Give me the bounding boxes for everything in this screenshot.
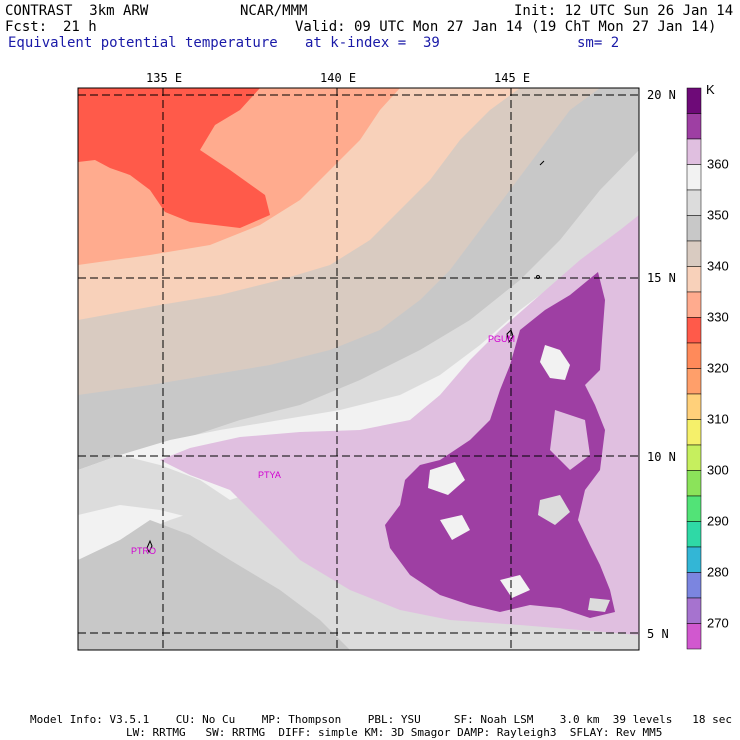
band-360-patch [550,410,590,470]
colorbar-label: 360 [707,157,729,172]
y-tick-label: 15 N [647,271,676,285]
colorbar-swatch-270 [686,623,702,650]
footer-physics-info: LW: RRTMG SW: RRTMG DIFF: simple KM: 3D … [126,726,663,739]
colorbar-label: 330 [707,310,729,325]
island [536,275,540,279]
map-frame [77,87,640,651]
valid-time: Valid: 09 UTC Mon 27 Jan 14 (19 ChT Mon … [295,19,717,35]
colorbar-label: 310 [707,412,729,427]
colorbar-label: 280 [707,565,729,580]
colorbar-swatch-285 [686,546,702,573]
band-360-patch [440,515,470,540]
colorbar-labels: 270 280 290 300 310 320 330 340 350 360 [707,157,729,631]
org-name: NCAR/MMM [240,3,308,19]
grid [78,88,639,650]
x-tick-label: 135 E [146,71,183,85]
colorbar-label: 300 [707,463,729,478]
colorbar-swatch-345 [686,240,702,267]
colorbar-swatch-340 [686,266,702,293]
colorbar-label: 320 [707,361,729,376]
colorbar-swatch-300 [686,470,702,497]
band-360-patch [588,598,610,612]
colorbar-swatch-295 [686,495,702,522]
colorbar-swatch-305 [686,444,702,471]
colorbar-swatch-280 [686,572,702,599]
palau-island [146,539,153,554]
x-tick-label: 140 E [320,71,357,85]
band-360-patch [538,495,570,525]
colorbar-swatch-370 [686,113,702,140]
colorbar-swatch-360 [686,164,702,191]
colorbar-swatch-310 [686,419,702,446]
colorbar-swatch-330 [686,317,702,344]
colorbar-swatch-325 [686,342,702,369]
colorbar-swatch-275 [686,597,702,624]
colorbar-swatch-365 [686,138,702,165]
station-label-ptya: PTYA [258,470,281,480]
band-360-patch [540,345,570,380]
y-tick-label: 10 N [647,450,676,464]
colorbar-swatch-375 [686,87,702,114]
level-info: at k-index = 39 [305,35,440,51]
y-tick-label: 5 N [647,627,669,641]
band-330 [78,88,270,228]
station-label-ptro: PTRO [131,546,156,556]
x-tick-label: 145 E [494,71,531,85]
init-time: Init: 12 UTC Sun 26 Jan 14 [514,3,734,19]
theta-e-field [78,88,639,650]
colorbar-label: 290 [707,514,729,529]
band-350-south [78,520,350,650]
colorbar-label: 270 [707,616,729,631]
colorbar-label: 340 [707,259,729,274]
y-tick-label: 20 N [647,88,676,102]
model-title: CONTRAST 3km ARW [5,3,149,19]
colorbar-swatch-290 [686,521,702,548]
band-355-south [78,455,230,520]
colorbar [686,87,702,650]
forecast-value: 21 h [63,19,97,35]
island [539,160,545,166]
band-360-patch [500,575,530,598]
band-360-patch [428,462,465,495]
colorbar-swatch-350 [686,215,702,242]
colorbar-label: 350 [707,208,729,223]
colorbar-unit: K [706,82,715,97]
colorbar-swatch-315 [686,393,702,420]
forecast-label: Fcst: [5,19,48,35]
field-name: Equivalent potential temperature [8,35,278,51]
colorbar-swatch-320 [686,368,702,395]
footer-model-info: Model Info: V3.5.1 CU: No Cu MP: Thompso… [30,713,732,726]
colorbar-swatch-355 [686,189,702,216]
colorbar-swatch-335 [686,291,702,318]
station-label-pgum: PGUM [488,334,515,344]
guam-island [506,329,514,344]
smoothing-info: sm= 2 [577,35,620,51]
